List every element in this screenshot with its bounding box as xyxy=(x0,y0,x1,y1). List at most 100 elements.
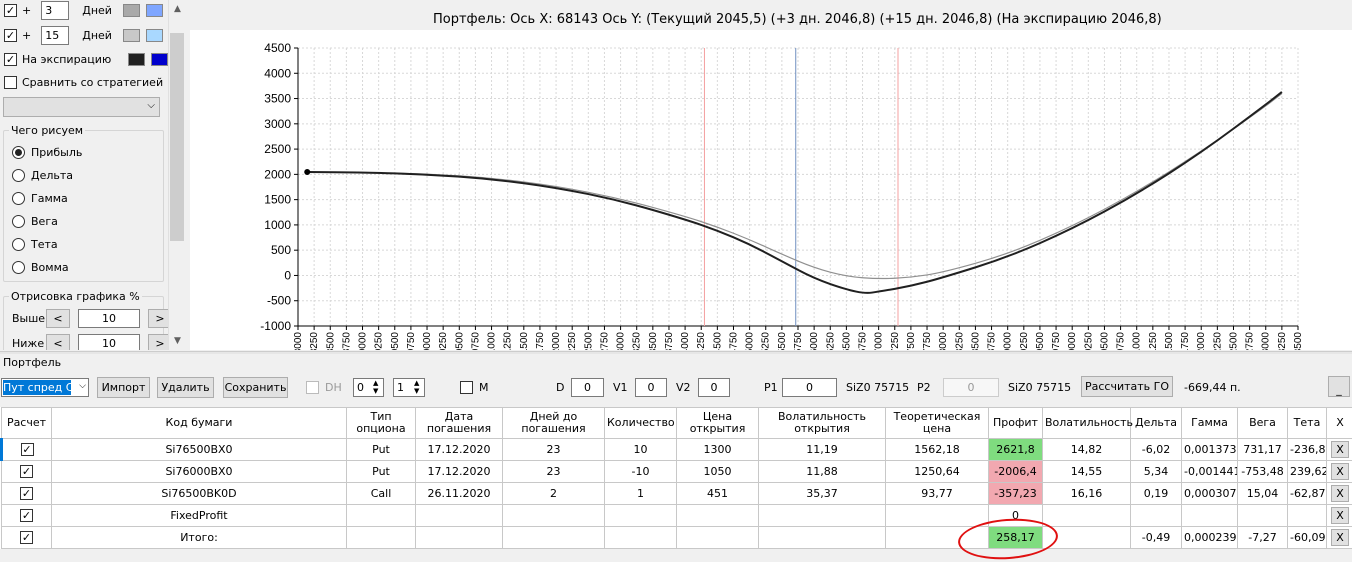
calc-checkbox[interactable] xyxy=(20,465,33,478)
table-row[interactable]: Si76500BX0Put17.12.20202310130011,191562… xyxy=(0,438,1352,461)
settings-scrollbar[interactable]: ▲ ▼ xyxy=(168,0,185,350)
cell-vega[interactable]: -753,48 xyxy=(1237,460,1288,483)
cell-date[interactable] xyxy=(415,526,503,549)
cell-profit[interactable]: 258,17 xyxy=(988,526,1043,549)
cell-type[interactable] xyxy=(346,504,416,527)
strategy-select[interactable]: ⌵ xyxy=(3,97,160,117)
cell-open_price[interactable]: 451 xyxy=(676,482,759,505)
cell-gamma[interactable] xyxy=(1181,504,1238,527)
radio-button[interactable] xyxy=(12,214,25,228)
cell-gamma[interactable]: 0,001373 xyxy=(1181,438,1238,461)
cell-vol[interactable]: 14,82 xyxy=(1042,438,1131,461)
column-header-9[interactable]: Профит xyxy=(988,407,1043,439)
cell-qty[interactable] xyxy=(604,504,677,527)
remove-row-button[interactable]: X xyxy=(1331,529,1349,546)
cell-type[interactable]: Put xyxy=(346,438,416,461)
table-row[interactable]: Si76000BX0Put17.12.202023-10105011,88125… xyxy=(1,460,1352,483)
cell-qty[interactable]: 1 xyxy=(604,482,677,505)
column-header-5[interactable]: Количество xyxy=(604,407,677,439)
dh-spin-2[interactable]: 1 xyxy=(393,378,425,397)
cell-qty[interactable] xyxy=(604,526,677,549)
cell-date[interactable]: 26.11.2020 xyxy=(415,482,503,505)
cell-vega[interactable] xyxy=(1237,504,1288,527)
import-button[interactable]: Импорт xyxy=(97,377,150,398)
cell-qty[interactable]: -10 xyxy=(604,460,677,483)
cell-delta[interactable]: 5,34 xyxy=(1130,460,1182,483)
column-header-6[interactable]: Цена открытия xyxy=(676,407,759,439)
cell-vega[interactable]: 731,17 xyxy=(1237,438,1288,461)
cell-theta[interactable] xyxy=(1287,504,1327,527)
calc-cell[interactable] xyxy=(1,482,52,505)
radio-button[interactable] xyxy=(12,237,25,251)
draw-option-0[interactable]: Прибыль xyxy=(12,142,82,162)
cell-open_price[interactable]: 1050 xyxy=(676,460,759,483)
cell-type[interactable]: Call xyxy=(346,482,416,505)
dh-checkbox[interactable] xyxy=(306,381,319,394)
cell-theta[interactable]: -62,87 xyxy=(1287,482,1327,505)
cell-vega[interactable]: -7,27 xyxy=(1237,526,1288,549)
cell-type[interactable]: Put xyxy=(346,460,416,483)
cell-gamma[interactable]: -0,001441 xyxy=(1181,460,1238,483)
days-plus3-input[interactable]: 3 xyxy=(41,0,70,20)
cell-gamma[interactable]: 0,000239 xyxy=(1181,526,1238,549)
cell-delta[interactable] xyxy=(1130,504,1182,527)
compare-checkbox[interactable] xyxy=(4,75,17,89)
radio-button[interactable] xyxy=(12,260,25,274)
cell-vol[interactable]: 16,16 xyxy=(1042,482,1131,505)
spin-arrows-icon[interactable]: ▲ ▼ xyxy=(373,379,379,395)
calculate-margin-button[interactable]: Рассчитать ГО xyxy=(1081,376,1173,397)
cell-theo[interactable] xyxy=(885,504,989,527)
cell-profit[interactable]: -2006,4 xyxy=(988,460,1043,483)
days-plus15-input[interactable]: 15 xyxy=(41,25,70,45)
column-header-8[interactable]: Теоретическая цена xyxy=(885,407,989,439)
column-header-4[interactable]: Дней до погашения xyxy=(502,407,605,439)
m-checkbox[interactable] xyxy=(460,381,473,394)
color-swatch-b[interactable] xyxy=(145,3,163,17)
v1-input[interactable]: 0 xyxy=(635,378,667,397)
scroll-down-icon[interactable]: ▼ xyxy=(174,335,181,346)
portfolio-select[interactable]: Пут спред Си ⌵ xyxy=(1,378,89,397)
draw-option-1[interactable]: Дельта xyxy=(12,165,73,185)
cell-vol[interactable]: 14,55 xyxy=(1042,460,1131,483)
column-header-3[interactable]: Дата погашения xyxy=(415,407,503,439)
cell-theo[interactable]: 1250,64 xyxy=(885,460,989,483)
cell-open_price[interactable]: 1300 xyxy=(676,438,759,461)
column-header-15[interactable]: X xyxy=(1326,407,1352,439)
column-header-11[interactable]: Дельта xyxy=(1130,407,1182,439)
remove-row-button[interactable]: X xyxy=(1331,507,1349,524)
cell-days[interactable]: 23 xyxy=(502,438,605,461)
calc-cell[interactable] xyxy=(1,460,52,483)
column-header-13[interactable]: Вега xyxy=(1237,407,1288,439)
calc-checkbox[interactable] xyxy=(20,487,33,500)
draw-option-2[interactable]: Гамма xyxy=(12,188,68,208)
draw-option-5[interactable]: Вомма xyxy=(12,257,69,277)
radio-button[interactable] xyxy=(12,191,25,205)
scroll-thumb[interactable] xyxy=(170,33,184,241)
draw-option-4[interactable]: Тета xyxy=(12,234,58,254)
remove-row-button[interactable]: X xyxy=(1331,485,1349,502)
minimize-button[interactable]: _ xyxy=(1328,376,1350,397)
cell-profit[interactable]: -357,23 xyxy=(988,482,1043,505)
color-swatch-a[interactable] xyxy=(128,52,146,66)
below-input[interactable]: 10 xyxy=(78,333,140,350)
cell-code[interactable]: Si76000BX0 xyxy=(51,460,347,483)
color-swatch-a[interactable] xyxy=(122,3,140,17)
p2-input[interactable]: 0 xyxy=(943,378,999,397)
calc-checkbox[interactable] xyxy=(20,509,33,522)
cell-delta[interactable]: -6,02 xyxy=(1130,438,1182,461)
calc-checkbox[interactable] xyxy=(20,531,33,544)
cell-open_vol[interactable]: 11,19 xyxy=(758,438,886,461)
cell-theo[interactable]: 1562,18 xyxy=(885,438,989,461)
expiry-checkbox[interactable] xyxy=(4,52,17,66)
cell-qty[interactable]: 10 xyxy=(604,438,677,461)
cell-vega[interactable]: 15,04 xyxy=(1237,482,1288,505)
color-swatch-b[interactable] xyxy=(151,52,169,66)
column-header-0[interactable]: Расчет xyxy=(1,407,52,439)
cell-date[interactable]: 17.12.2020 xyxy=(415,460,503,483)
cell-open_price[interactable] xyxy=(676,504,759,527)
cell-days[interactable]: 23 xyxy=(502,460,605,483)
calc-checkbox[interactable] xyxy=(20,443,34,456)
remove-row-button[interactable]: X xyxy=(1331,441,1349,458)
column-header-14[interactable]: Тета xyxy=(1287,407,1327,439)
